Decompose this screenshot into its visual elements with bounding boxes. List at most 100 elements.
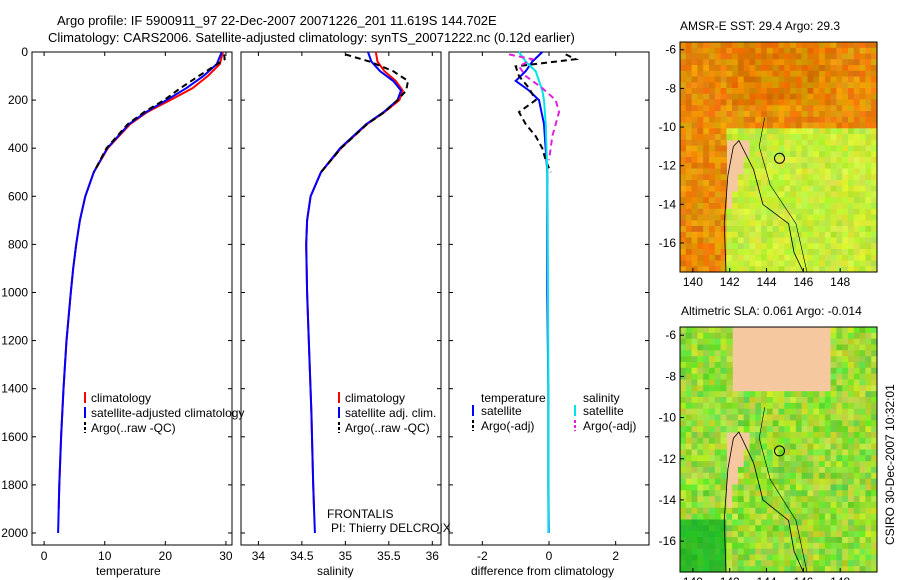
map-grid-cell <box>859 338 866 346</box>
map-grid-cell <box>784 185 791 193</box>
map-grid-cell <box>772 185 780 193</box>
map-grid-cell <box>743 560 751 567</box>
map-grid-cell <box>801 548 809 556</box>
map-grid-cell <box>703 461 710 468</box>
map-grid-cell <box>778 455 785 462</box>
map-grid-cell <box>703 420 710 427</box>
map-grid-cell <box>685 42 693 49</box>
map-grid-cell <box>761 105 768 112</box>
map-grid-cell <box>842 402 849 410</box>
map-grid-cell <box>778 53 785 60</box>
map-grid-cell <box>749 426 756 433</box>
map-grid-cell <box>824 554 832 561</box>
map-grid-cell <box>801 443 809 451</box>
map-grid-cell <box>853 344 861 351</box>
map-grid-cell <box>720 197 727 204</box>
map-grid-cell <box>697 99 704 106</box>
map-grid-cell <box>842 455 849 462</box>
map-grid-cell <box>778 408 785 416</box>
map-grid-cell <box>720 105 727 112</box>
map-grid-cell <box>859 449 866 456</box>
map-grid-cell <box>737 197 745 204</box>
map-grid-cell <box>737 111 745 118</box>
map-grid-cell <box>848 174 855 181</box>
map-grid-cell <box>680 237 687 244</box>
map-grid-cell <box>853 432 861 439</box>
temperature-profile-panel: 0 10 20 30020040060080010001200140016001800… <box>1 45 244 578</box>
map-grid-cell <box>697 519 704 526</box>
map-grid-cell <box>772 467 780 474</box>
map-grid-cell <box>697 180 704 187</box>
map-grid-cell <box>720 99 727 106</box>
map-grid-cell <box>755 231 762 239</box>
map-grid-cell <box>737 402 745 410</box>
map-grid-cell <box>824 478 832 486</box>
map-grid-cell <box>697 197 704 204</box>
map-grid-cell <box>703 237 710 244</box>
map-grid-cell <box>778 542 785 550</box>
map-grid-cell <box>737 420 745 427</box>
map-grid-cell <box>691 385 698 392</box>
map-grid-cell <box>795 226 803 233</box>
map-grid-cell <box>813 162 820 170</box>
map-grid-cell <box>755 525 762 532</box>
map-grid-cell <box>680 105 687 112</box>
map-grid-cell <box>778 214 785 221</box>
map-grid-cell <box>819 214 826 221</box>
map-grid-cell <box>848 414 855 421</box>
map-grid-cell <box>842 134 849 141</box>
map-grid-cell <box>755 397 762 404</box>
map-grid-cell <box>784 455 791 462</box>
map-grid-cell <box>749 105 756 112</box>
map-grid-cell <box>819 145 826 152</box>
map-grid-cell <box>865 379 872 386</box>
map-grid-cell <box>871 519 878 526</box>
map-grid-cell <box>737 116 745 124</box>
map-grid-cell <box>749 203 756 210</box>
map-grid-cell <box>807 116 814 124</box>
map-grid-cell <box>807 82 814 89</box>
map-grid-cell <box>772 231 780 239</box>
map-grid-cell <box>691 449 698 456</box>
map-grid-cell <box>824 490 832 497</box>
map-grid-cell <box>871 362 878 369</box>
map-grid-cell <box>737 180 745 187</box>
map-grid-cell <box>697 231 704 239</box>
map-grid-cell <box>842 537 849 544</box>
map-grid-cell <box>691 420 698 427</box>
map-grid-cell <box>685 237 693 244</box>
temperature-plot-frame <box>31 51 233 546</box>
map-grid-cell <box>830 185 837 193</box>
map-grid-cell <box>697 356 704 363</box>
map-grid-cell <box>697 566 704 573</box>
map-grid-cell <box>680 566 687 573</box>
map-grid-cell <box>761 220 768 227</box>
map-grid-cell <box>836 566 843 573</box>
map-grid-cell <box>795 116 803 124</box>
map-grid-cell <box>691 490 698 497</box>
map-grid-cell <box>732 111 739 118</box>
map-grid-cell <box>795 391 803 398</box>
map-grid-cell <box>755 542 762 550</box>
map-grid-cell <box>720 53 727 60</box>
map-grid-cell <box>714 437 722 445</box>
map-grid-cell <box>737 99 745 106</box>
map-grid-cell <box>836 59 843 66</box>
map-grid-cell <box>720 490 727 497</box>
map-grid-cell <box>732 82 739 89</box>
map-grid-cell <box>790 162 797 170</box>
map-grid-cell <box>720 548 727 556</box>
map-grid-cell <box>743 507 751 515</box>
map-grid-cell <box>755 208 762 216</box>
map-grid-cell <box>778 128 785 135</box>
map-grid-cell <box>784 226 791 233</box>
map-grid-cell <box>801 537 809 544</box>
map-grid-cell <box>749 82 756 89</box>
map-grid-cell <box>784 507 791 515</box>
map-grid-cell <box>784 519 791 526</box>
map-grid-cell <box>755 426 762 433</box>
map-grid-cell <box>830 373 837 381</box>
map-grid-cell <box>830 560 837 567</box>
map-grid-cell <box>714 367 722 375</box>
map-grid-cell <box>772 484 780 491</box>
